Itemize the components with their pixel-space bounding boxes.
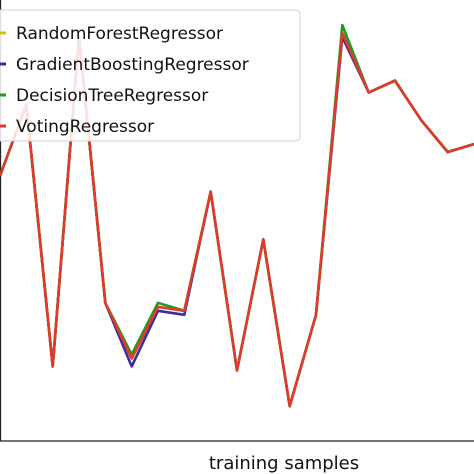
legend-label-1: GradientBoostingRegressor: [16, 55, 249, 75]
legend-box: [0, 9, 301, 142]
legend-label-2: DecisionTreeRegressor: [16, 86, 208, 106]
legend-label-3: VotingRegressor: [16, 117, 154, 137]
legend-label-0: RandomForestRegressor: [16, 24, 223, 44]
x-axis-label: training samples: [209, 453, 359, 474]
legend: RandomForestRegressor GradientBoostingReg…: [0, 9, 301, 142]
